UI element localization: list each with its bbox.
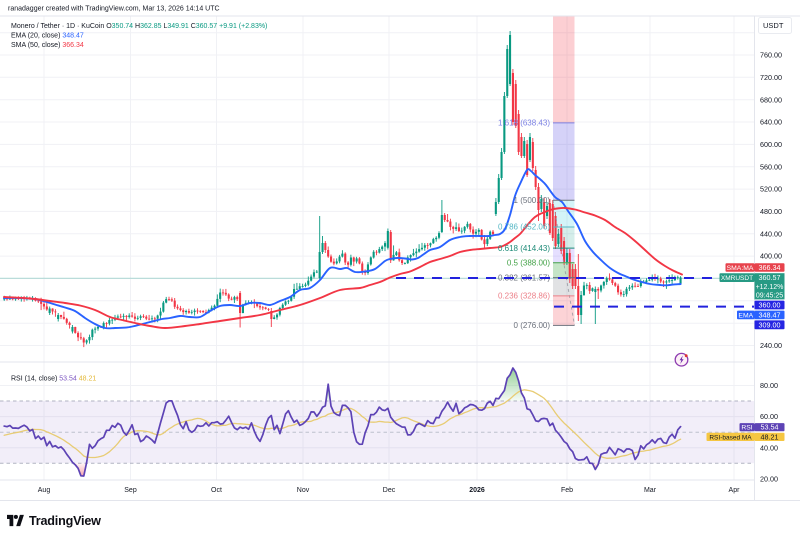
svg-text:348.47: 348.47 [759, 310, 781, 319]
svg-text:440.00: 440.00 [760, 229, 782, 238]
svg-text:Monero / Tether · 1D · KuCoin: Monero / Tether · 1D · KuCoin O350.74 H3… [11, 23, 267, 30]
svg-text:48.21: 48.21 [761, 432, 779, 441]
svg-text:53.54: 53.54 [761, 423, 779, 432]
svg-text:366.34: 366.34 [759, 263, 781, 272]
svg-text:Mar: Mar [644, 487, 657, 494]
svg-text:640.00: 640.00 [760, 118, 782, 127]
svg-text:309.00: 309.00 [759, 320, 781, 329]
svg-text:480.00: 480.00 [760, 207, 782, 216]
svg-text:80.00: 80.00 [760, 381, 778, 390]
svg-text:EMA: EMA [738, 312, 753, 319]
svg-text:600.00: 600.00 [760, 140, 782, 149]
svg-text:360.00: 360.00 [759, 301, 781, 310]
svg-text:400.00: 400.00 [760, 252, 782, 261]
svg-text:560.00: 560.00 [760, 162, 782, 171]
svg-text:Dec: Dec [383, 487, 396, 494]
svg-text:RSI (14, close) 53.54 48.21: RSI (14, close) 53.54 48.21 [11, 376, 96, 383]
svg-text:RSI: RSI [741, 425, 752, 432]
svg-text:SMA:MA: SMA:MA [727, 265, 754, 272]
svg-text:40.00: 40.00 [760, 443, 778, 452]
svg-text:20.00: 20.00 [760, 474, 778, 483]
svg-text:0.236 (328.86): 0.236 (328.86) [498, 292, 550, 301]
svg-text:Feb: Feb [561, 487, 573, 494]
svg-text:XMRUSDT: XMRUSDT [721, 275, 753, 282]
svg-text:+12.12%: +12.12% [756, 284, 784, 291]
svg-text:Oct: Oct [211, 487, 222, 494]
svg-text:60.00: 60.00 [760, 412, 778, 421]
svg-text:1.618 (638.43): 1.618 (638.43) [498, 119, 550, 128]
svg-text:360.57: 360.57 [759, 273, 781, 282]
svg-text:SMA (50, close) 366.34: SMA (50, close) 366.34 [11, 42, 84, 49]
svg-text:USDT: USDT [763, 21, 784, 30]
svg-text:Apr: Apr [729, 487, 741, 494]
svg-text:760.00: 760.00 [760, 51, 782, 60]
svg-text:2026: 2026 [469, 487, 485, 494]
svg-text:RSI-based MA: RSI-based MA [709, 434, 752, 441]
svg-text:0 (276.00): 0 (276.00) [514, 321, 551, 330]
svg-text:0.618 (414.43): 0.618 (414.43) [498, 244, 550, 253]
svg-text:Nov: Nov [297, 487, 310, 494]
svg-text:EMA (20, close) 348.47: EMA (20, close) 348.47 [11, 33, 84, 40]
svg-text:Sep: Sep [124, 487, 137, 494]
svg-text:720.00: 720.00 [760, 73, 782, 82]
svg-text:ranadagger created with Tradin: ranadagger created with TradingView.com,… [8, 6, 220, 13]
svg-text:520.00: 520.00 [760, 185, 782, 194]
svg-text:Aug: Aug [38, 487, 51, 494]
svg-text:TradingView: TradingView [29, 514, 101, 528]
svg-text:0.5 (388.00): 0.5 (388.00) [507, 259, 550, 268]
svg-text:680.00: 680.00 [760, 95, 782, 104]
svg-text:0.786 (452.06): 0.786 (452.06) [498, 223, 550, 232]
svg-text:1 (500.00): 1 (500.00) [514, 196, 551, 205]
svg-text:240.00: 240.00 [760, 341, 782, 350]
svg-text:09:45:25: 09:45:25 [756, 293, 783, 300]
